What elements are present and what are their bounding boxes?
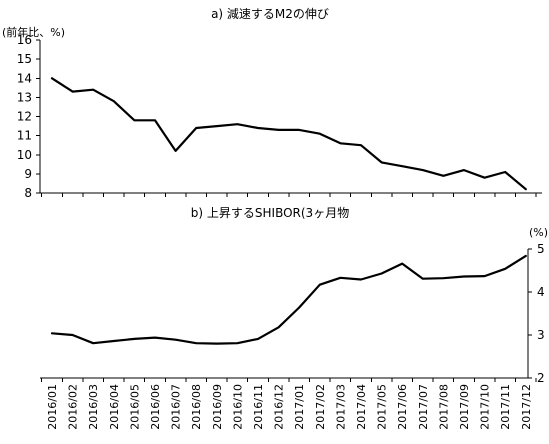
x-tick-label: 2017/03 [334, 384, 347, 430]
series-line [50, 254, 527, 345]
x-tick-label: 2016/08 [190, 384, 203, 430]
y-tick-label: 10 [17, 148, 32, 162]
x-tick-label: 2016/07 [170, 384, 183, 430]
y-tick-label: 8 [24, 186, 32, 200]
x-tick-label: 2017/05 [376, 384, 389, 430]
y-tick-label: 9 [24, 167, 32, 181]
y-tick-label: 15 [17, 52, 32, 66]
y-tick-label: 12 [17, 110, 32, 124]
panel-b-unit-label: (%) [529, 226, 548, 239]
y-tick-label: 5 [537, 242, 545, 256]
x-tick-label: 2017/02 [314, 384, 327, 430]
x-tick-label: 2017/10 [479, 384, 492, 430]
x-tick-label: 2016/02 [67, 384, 80, 430]
x-tick-label: 2016/11 [252, 384, 265, 430]
y-tick-label: 11 [17, 129, 32, 143]
x-tick-label: 2017/01 [293, 384, 306, 430]
x-tick-label: 2016/10 [231, 384, 244, 430]
series-line [50, 77, 527, 191]
y-tick-label: 16 [17, 33, 32, 47]
x-tick-label: 2017/12 [520, 384, 533, 430]
x-tick-label: 2017/07 [417, 384, 430, 430]
x-tick-label: 2016/05 [128, 384, 141, 430]
x-tick-label: 2016/01 [46, 384, 59, 430]
panel-a-title: a) 減速するM2の伸び [211, 6, 329, 21]
panel-b-title: b) 上昇するSHIBOR(3ヶ月物 [191, 206, 349, 220]
x-tick-label: 2017/04 [355, 384, 368, 430]
x-tick-label: 2016/04 [108, 384, 121, 430]
y-tick-label: 14 [17, 71, 32, 85]
x-tick-label: 2017/06 [396, 384, 409, 430]
y-tick-label: 3 [537, 328, 545, 342]
x-tick-label: 2016/09 [211, 384, 224, 430]
x-tick-label: 2017/09 [458, 384, 471, 430]
y-tick-label: 4 [537, 285, 545, 299]
panel-a-chart: 8 9 10 11 12 13 14 15 16 [17, 33, 543, 200]
x-tick-label: 2016/03 [87, 384, 100, 430]
y-tick-label: 13 [17, 90, 32, 104]
x-tick-label: 2016/12 [273, 384, 286, 430]
x-tick-label: 2016/06 [149, 384, 162, 430]
x-tick-label: 2017/11 [499, 384, 512, 430]
x-tick-label: 2017/08 [437, 384, 450, 430]
panel-a-unit-label: (前年比、%) [2, 25, 65, 39]
y-tick-label: 2 [537, 371, 545, 385]
panel-b-chart: 2 3 4 5 2016/01 2016/02 2016/03 2016/04 2016/05 2… [40, 242, 545, 430]
